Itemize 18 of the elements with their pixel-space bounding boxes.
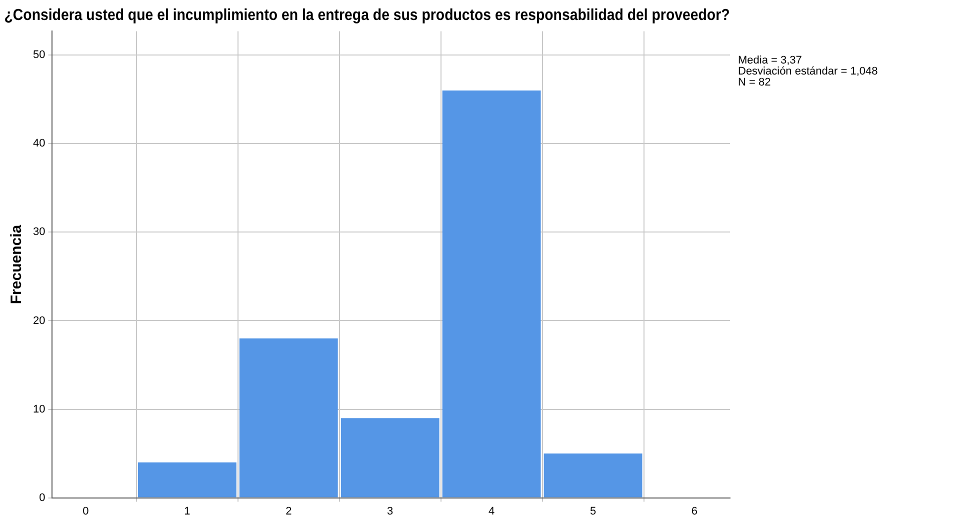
- y-axis-title: Frecuencia: [8, 224, 26, 304]
- y-tick-label: 40: [32, 138, 46, 150]
- y-tick-label: 50: [32, 49, 46, 62]
- text: Media = 3,37: [738, 54, 802, 67]
- x-tick-label: 4: [488, 505, 495, 518]
- x-tick-label: 0: [82, 505, 89, 518]
- chart-title: ¿Considera usted que el incumplimiento en la entrega de sus productos es responsabilidad del proveedor?: [4, 6, 730, 24]
- x-tick-label: 3: [387, 505, 394, 518]
- x-tick-label: 1: [184, 505, 190, 518]
- text: N = 82: [738, 76, 771, 89]
- x-tick-label: 2: [286, 505, 292, 518]
- y-tick-label: 10: [32, 403, 46, 416]
- text: Desviación estándar = 1,048: [738, 66, 878, 78]
- y-tick-label: 20: [32, 314, 46, 327]
- y-tick-label: 0: [39, 492, 46, 504]
- x-tick-label: 6: [691, 505, 698, 518]
- x-tick-label: 5: [590, 505, 596, 518]
- y-tick-label: 30: [32, 226, 46, 238]
